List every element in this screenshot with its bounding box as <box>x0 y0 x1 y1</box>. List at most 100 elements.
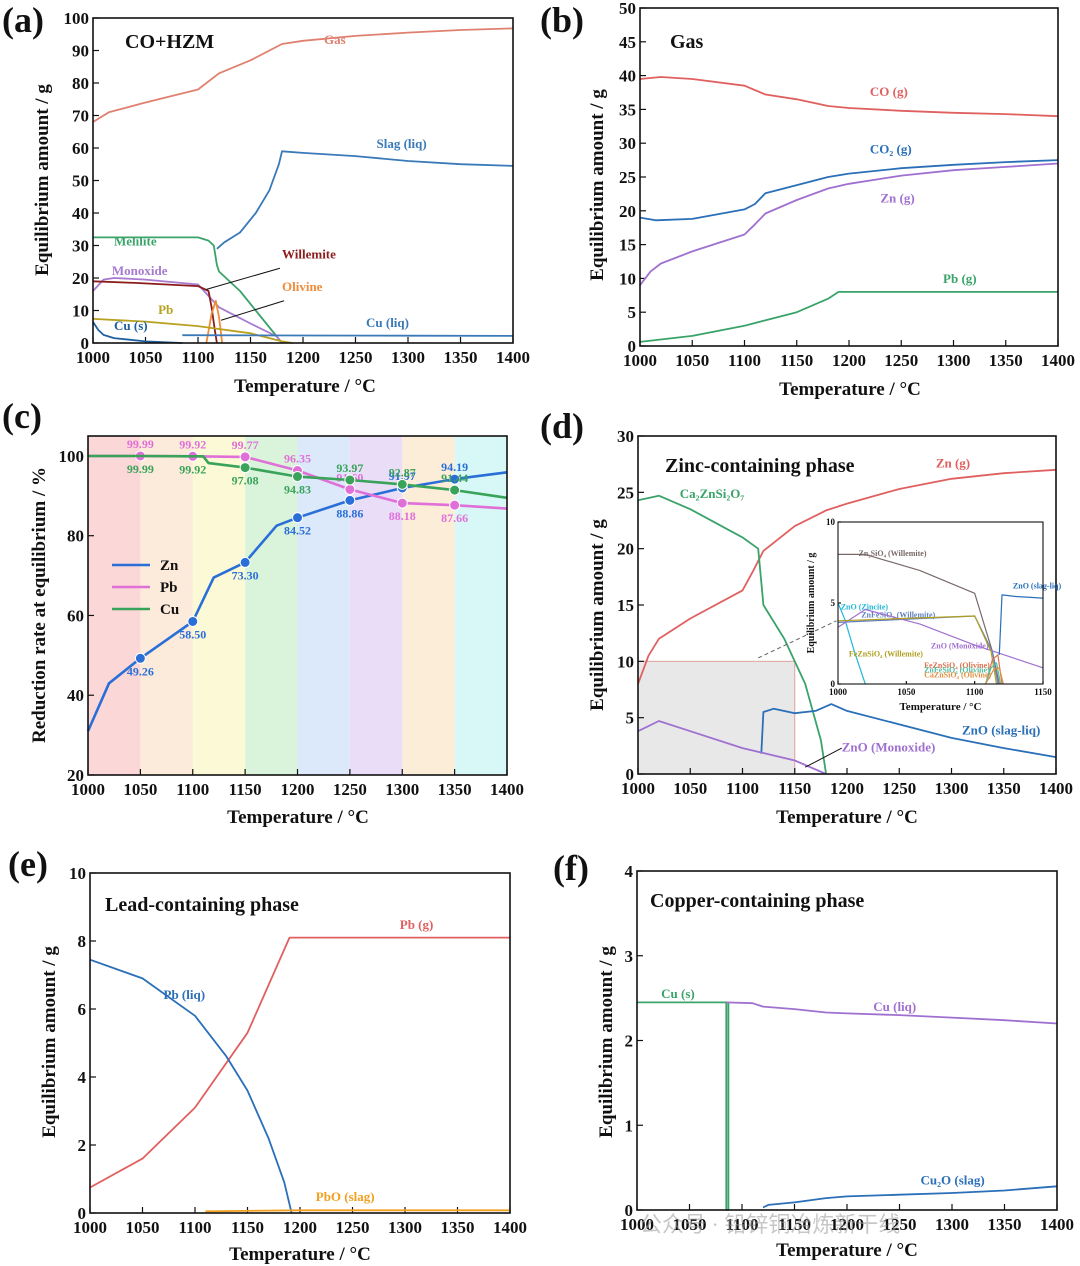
c-xtick-label-1050: 1050 <box>123 780 157 799</box>
c-band-1050 <box>140 436 193 775</box>
a-frame <box>92 17 514 344</box>
e-xtick-label-1200: 1200 <box>283 1218 317 1237</box>
e-series-pbo-slag-line <box>205 1209 510 1213</box>
b-xtick-label-1150: 1150 <box>780 351 813 370</box>
d-inset-series-zno-slag-liq-label: ZnO (slag-liq) <box>1013 581 1062 590</box>
a-series-gas-label: Gas <box>324 32 346 47</box>
chart-b-plot: 1000 1050 1100 1150 1200 1250 1300 1350 14000510… <box>619 0 1075 370</box>
panel-label-e: (e) <box>8 844 48 884</box>
d-inset-series-znfesio-willemite-label: ZnFeSiO₄ (Willemite) <box>861 611 935 620</box>
e-ytick-label-0: 0 <box>78 1204 87 1223</box>
panel-d-ylabel: Equilibrium amount / g <box>587 519 608 711</box>
c-legend-pb-label: Pb <box>160 580 178 596</box>
d-xtick-label-1300: 1300 <box>935 779 969 798</box>
c-xtick-label-1200: 1200 <box>281 780 315 799</box>
c-pb-marker-1150 <box>239 451 251 463</box>
f-xtick-label-1000: 1000 <box>620 1215 654 1234</box>
a-ytick-label-70: 70 <box>72 107 89 126</box>
b-series-co-g-label: CO (g) <box>870 84 908 99</box>
c-zn-label-1250: 88.86 <box>336 506 363 520</box>
panel-f-ylabel: Equilibrium amount / g <box>596 946 617 1138</box>
c-zn-label-1100: 58.50 <box>179 627 206 641</box>
b-ytick-label-35: 35 <box>619 100 636 119</box>
c-frame <box>87 435 508 776</box>
e-series-pbo-slag-label: PbO (slag) <box>316 1189 375 1204</box>
e-xtick-label-1100: 1100 <box>178 1218 211 1237</box>
c-xtick-label-1100: 1100 <box>176 780 209 799</box>
e-xtick-label-1350: 1350 <box>441 1218 475 1237</box>
panel-d-title: Zinc-containing phase <box>665 455 855 477</box>
c-zn-marker-1150 <box>239 556 251 568</box>
c-zn-label-1150: 73.30 <box>232 568 259 582</box>
d-ytick-label-10: 10 <box>617 652 634 671</box>
c-zn-marker-1200 <box>292 512 303 524</box>
c-pb-label-1100: 99.92 <box>179 437 206 451</box>
f-xtick-label-1100: 1100 <box>725 1215 758 1234</box>
d-xtick-label-1050: 1050 <box>673 779 707 798</box>
d-inset-series-znfesio-olivine-label: ZnFeSiO₄ (Olivine) <box>924 666 990 675</box>
d-inset-xtick-label-1000: 1000 <box>829 687 848 697</box>
b-ytick-label-15: 15 <box>619 236 636 255</box>
d-xtick-label-1350: 1350 <box>987 779 1021 798</box>
panel-a-xlabel: Temperature / °C <box>234 376 376 397</box>
panel-c: (c) 1000 1050 1100 1150 1200 1250 1300 1350 1400… <box>2 396 524 828</box>
f-series-cu-o-slag-label: Cu₂O (slag) <box>921 1173 985 1188</box>
a-xtick-label-1300: 1300 <box>391 348 425 367</box>
a-ytick-label-40: 40 <box>72 204 89 223</box>
chart-a-plot: 1000 1050 1100 1150 1200 1250 1300 1350 1400 0 10 2… <box>64 9 531 367</box>
a-series-gas-line <box>92 27 514 123</box>
a-series-pb-line <box>92 318 293 344</box>
f-xtick-label-1350: 1350 <box>988 1215 1022 1234</box>
c-xtick-label-1000: 1000 <box>71 780 105 799</box>
e-series-pb-liq-line <box>89 958 293 1214</box>
a-series-melilite-line <box>93 236 283 344</box>
c-cu-marker-1300 <box>396 478 408 490</box>
panel-c-ylabel: Reduction rate at equilibrium / % <box>29 467 50 743</box>
d-xtick-label-1100: 1100 <box>726 779 759 798</box>
b-ytick-label-10: 10 <box>619 269 636 288</box>
c-cu-label-1200: 94.83 <box>284 483 311 497</box>
d-monoxide-arrow <box>804 747 843 768</box>
d-ytick-label-0: 0 <box>626 765 635 784</box>
d-series-zno-monoxide-line <box>637 720 827 775</box>
d-inset-frame <box>837 521 1044 685</box>
b-series-zn-g-line <box>639 162 1059 286</box>
f-ytick-label-0: 0 <box>625 1201 634 1220</box>
d-xtick-label-1250: 1250 <box>882 779 916 798</box>
d-inset-series-zno-zincite-label: ZnO (Zincite) <box>841 602 889 611</box>
e-ytick-label-8: 8 <box>78 932 87 951</box>
c-cu-label-1250: 93.97 <box>336 461 363 475</box>
panel-e-title: Lead-containing phase <box>105 894 299 916</box>
f-ytick-label-3: 3 <box>625 947 634 966</box>
c-xtick-label-1400: 1400 <box>490 780 524 799</box>
panel-b-title: Gas <box>670 31 704 53</box>
a-series-cu-liq-line <box>182 334 514 337</box>
panel-a-ylabel: Equilibrium amount / g <box>32 84 53 276</box>
c-legend-zn-label: Zn <box>160 558 179 574</box>
c-zn-marker-1350 <box>449 473 461 485</box>
c-zn-marker-1050 <box>134 652 146 664</box>
a-ytick-label-10: 10 <box>72 302 89 321</box>
c-pb-label-1300: 88.18 <box>389 509 416 523</box>
panel-e-ylabel: Equilibrium amount / g <box>39 946 60 1138</box>
c-pb-marker-1250 <box>344 483 356 495</box>
panel-f-xlabel: Temperature / °C <box>776 1240 918 1261</box>
d-series-zno-monoxide-label: ZnO (Monoxide) <box>842 739 936 754</box>
e-frame <box>89 872 511 1214</box>
c-band-1350 <box>454 436 507 775</box>
c-ytick-label-100: 100 <box>59 447 85 466</box>
a-series-olivine-line <box>205 299 224 344</box>
panel-d: (d) Zinc-containing phase 1000 1050 1100 11… <box>540 406 1073 828</box>
d-ytick-label-20: 20 <box>617 540 634 559</box>
f-series-cu-liq-line <box>726 1001 1058 1025</box>
a-series-monoxide-label: Monoxide <box>112 263 168 278</box>
d-inset-series-zno-monoxide-label: ZnO (Monoxide) <box>931 641 989 650</box>
a-ytick-label-100: 100 <box>64 9 90 28</box>
c-xtick-label-1250: 1250 <box>333 780 367 799</box>
c-cu-marker-1350 <box>449 484 461 496</box>
d-inset-xtick-label-1100: 1100 <box>966 687 984 697</box>
panel-label-c: (c) <box>2 396 42 436</box>
c-pb-label-1150: 99.77 <box>232 438 259 452</box>
d-series-zno-slag-liq-line <box>760 703 1057 758</box>
